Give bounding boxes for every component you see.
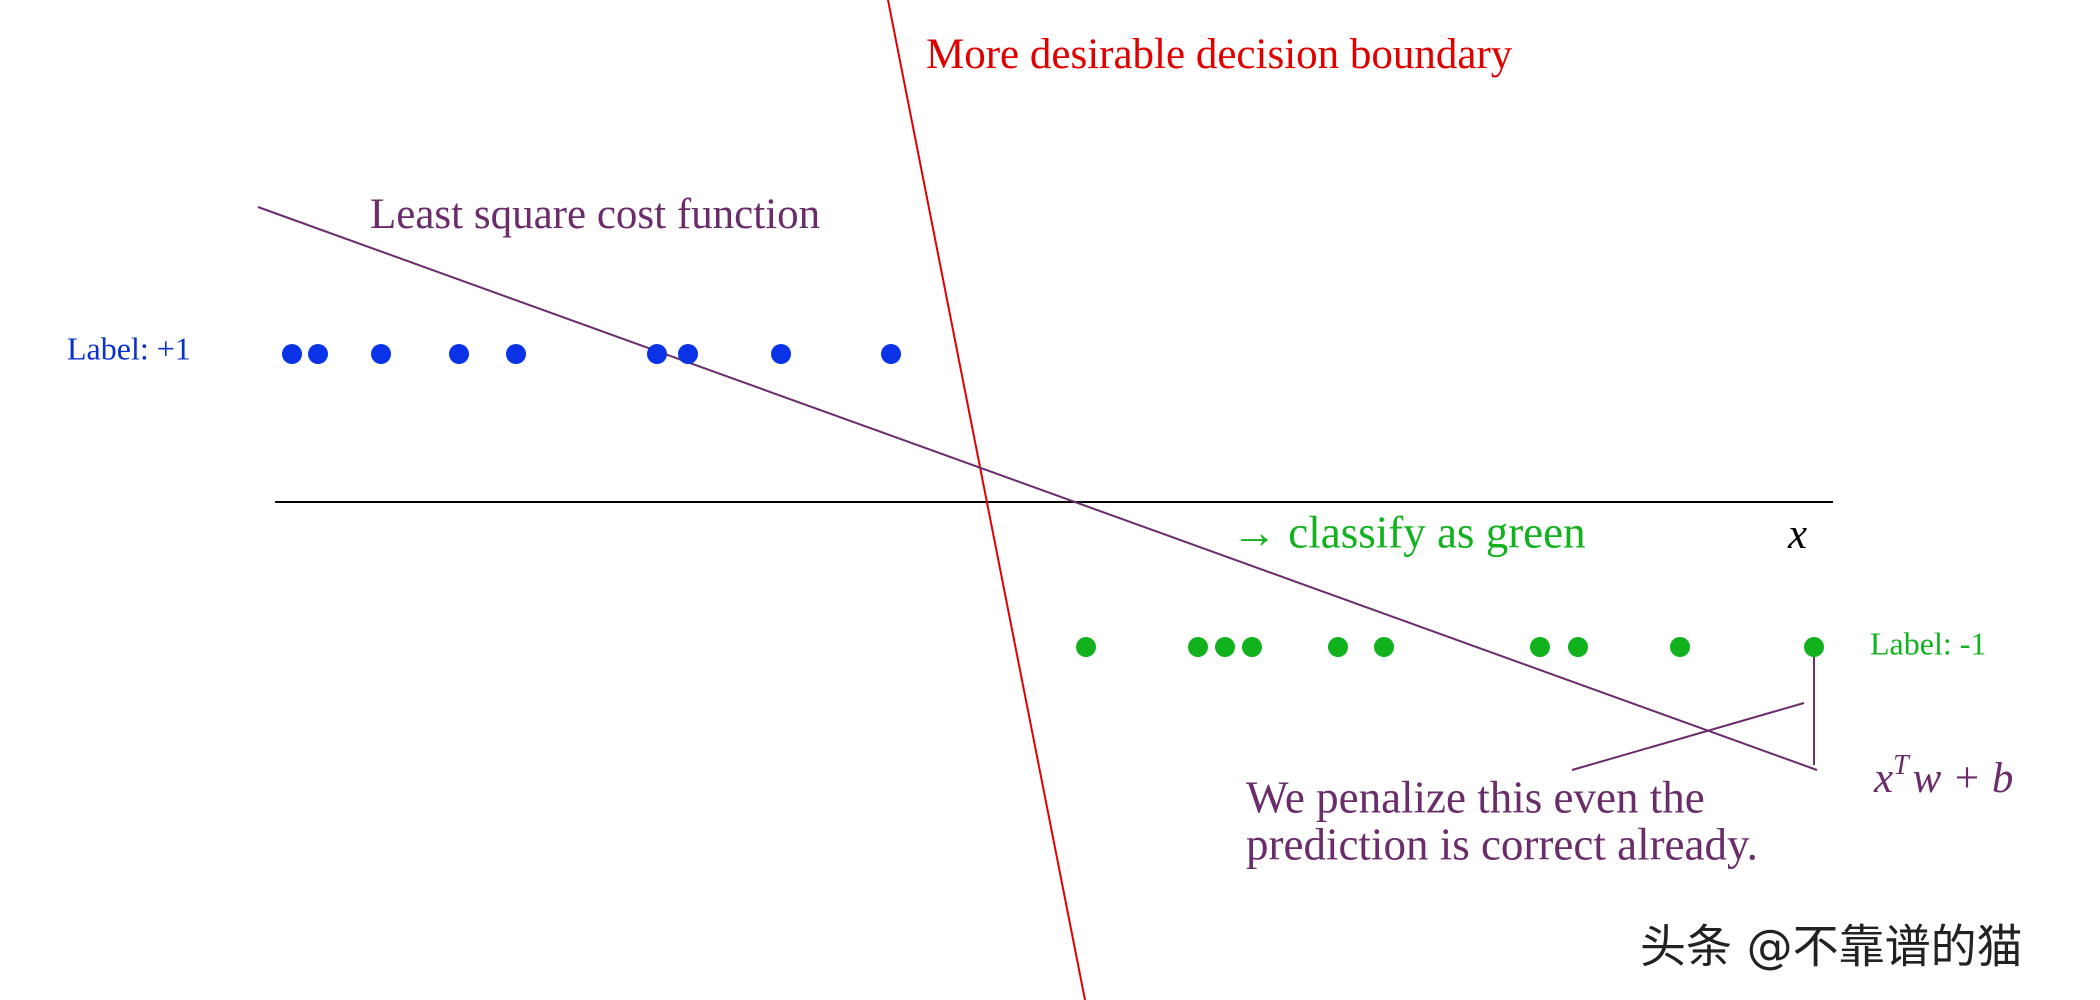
- formula-base: x: [1873, 755, 1893, 802]
- point: [771, 344, 791, 364]
- formula-sup: T: [1893, 750, 1911, 781]
- point: [1568, 637, 1588, 657]
- formula: xTw + b: [1873, 750, 2013, 801]
- pointer-line: [1571, 702, 1805, 771]
- point: [1670, 637, 1690, 657]
- negative-label: Label: -1: [1870, 625, 1986, 661]
- note-line: We penalize this even the: [1246, 772, 1705, 822]
- positive-points: [282, 344, 901, 364]
- point: [1215, 637, 1235, 657]
- negative-points: [1076, 637, 1824, 657]
- point: [1328, 637, 1348, 657]
- point: [1804, 637, 1824, 657]
- boundary-label: More desirable decision boundary: [926, 31, 1513, 78]
- watermark: 头条 @不靠谱的猫: [1640, 920, 2023, 974]
- point: [371, 344, 391, 364]
- note-line: prediction is correct already.: [1246, 819, 1758, 869]
- point: [1530, 637, 1550, 657]
- cost-label: Least square cost function: [370, 191, 820, 238]
- point: [881, 344, 901, 364]
- least-squares-line: [257, 206, 1818, 771]
- classify-label: → classify as green: [1232, 507, 1586, 557]
- point: [506, 344, 526, 364]
- point: [647, 344, 667, 364]
- point: [449, 344, 469, 364]
- point: [282, 344, 302, 364]
- decision-boundary: [887, 0, 1086, 1000]
- positive-label: Label: +1: [67, 330, 191, 366]
- point: [1374, 637, 1394, 657]
- point: [308, 344, 328, 364]
- point: [1188, 637, 1208, 657]
- point: [678, 344, 698, 364]
- formula-rest: w + b: [1913, 755, 2014, 802]
- axis-label: x: [1787, 511, 1807, 558]
- point: [1076, 637, 1096, 657]
- point: [1242, 637, 1262, 657]
